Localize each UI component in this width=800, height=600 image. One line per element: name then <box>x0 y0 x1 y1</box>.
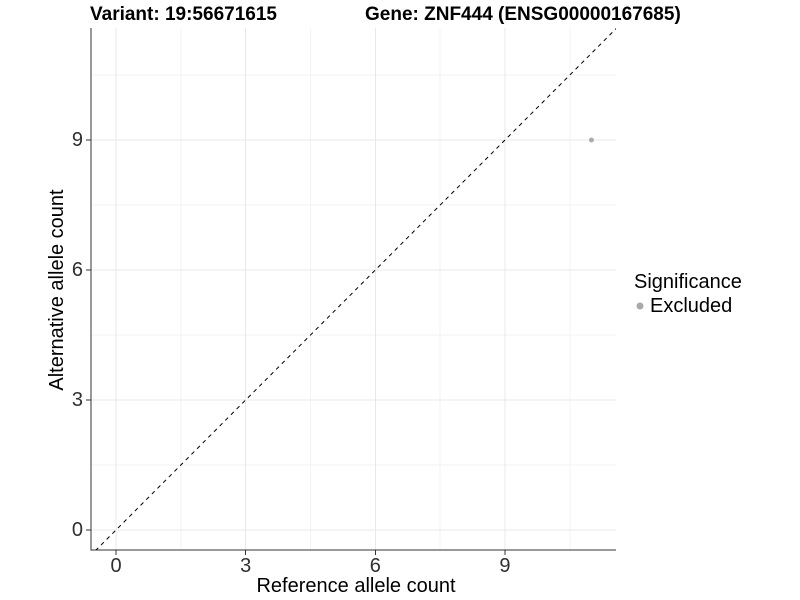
y-tick-label: 0 <box>71 519 83 541</box>
legend-item-excluded: Excluded <box>634 296 742 316</box>
x-tick-label: 6 <box>369 555 381 577</box>
x-tick-label: 9 <box>499 555 511 577</box>
legend-title: Significance <box>634 271 742 293</box>
variant-title: Variant: 19:56671615 <box>90 4 277 25</box>
y-tick-label: 3 <box>71 389 83 411</box>
gene-title: Gene: ZNF444 (ENSG00000167685) <box>365 4 681 25</box>
legend-key <box>634 299 645 313</box>
legend: Significance Excluded <box>634 271 742 316</box>
excluded-point-icon <box>636 302 643 310</box>
x-axis-title: Reference allele count <box>256 575 456 597</box>
y-axis-title: Alternative allele count <box>46 189 68 391</box>
legend-item-label: Excluded <box>650 295 733 317</box>
x-tick-label: 0 <box>110 555 122 577</box>
y-tick-label: 9 <box>71 129 83 152</box>
y-tick-label: 6 <box>71 259 83 282</box>
x-tick-label: 3 <box>240 555 252 577</box>
data-point-excluded <box>588 137 594 143</box>
identity-reference-line <box>95 28 616 550</box>
